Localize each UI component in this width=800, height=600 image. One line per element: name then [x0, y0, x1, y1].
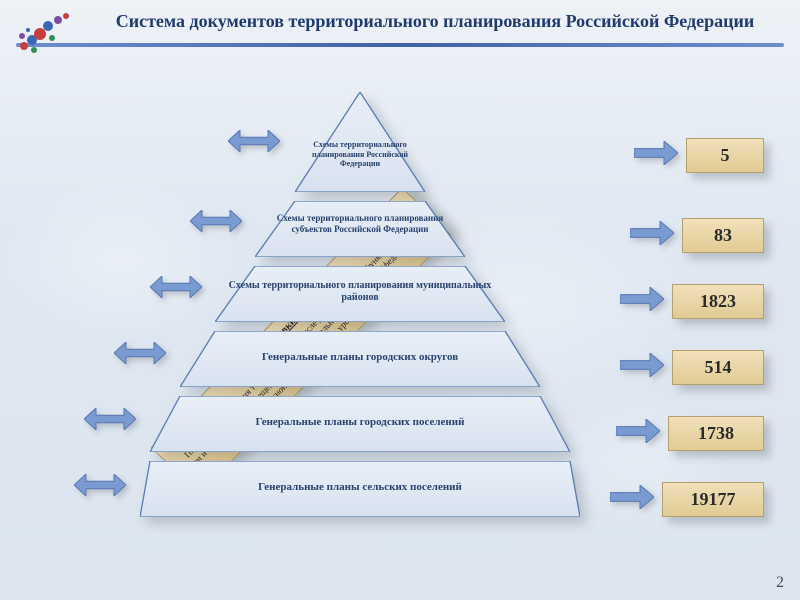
- count-box: 83: [682, 218, 764, 253]
- count-row-6: 19177: [610, 482, 764, 517]
- pyramid-tier-2: Схемы территориального планирования субъ…: [255, 201, 465, 257]
- arrow-right-icon: [616, 419, 660, 448]
- diagram-stage: Цель подготовки документов Планирование …: [0, 82, 800, 600]
- arrow-right-icon: [620, 287, 664, 316]
- page-title: Система документов территориального план…: [90, 10, 780, 33]
- arrow-right-icon: [634, 141, 678, 170]
- count-row-2: 83: [630, 218, 764, 253]
- pyramid: Схемы территориального планирования Росс…: [140, 92, 580, 526]
- arrow-bidirectional-icon: [74, 474, 126, 501]
- count-box: 1738: [668, 416, 764, 451]
- pyramid-tier-6: Генеральные планы сельских поселений: [140, 461, 580, 517]
- pyramid-tier-5: Генеральные планы городских поселений: [150, 396, 570, 452]
- arrow-right-icon: [630, 221, 674, 250]
- count-box: 19177: [662, 482, 764, 517]
- count-row-1: 5: [634, 138, 764, 173]
- count-row-5: 1738: [616, 416, 764, 451]
- page-number: 2: [776, 574, 784, 592]
- header: Система документов территориального план…: [0, 0, 800, 39]
- pyramid-tier-1: Схемы территориального планирования Росс…: [295, 92, 425, 192]
- count-row-4: 514: [620, 350, 764, 385]
- count-box: 514: [672, 350, 764, 385]
- pyramid-tier-3: Схемы территориального планирования муни…: [215, 266, 505, 322]
- arrow-right-icon: [620, 353, 664, 382]
- arrow-bidirectional-icon: [84, 408, 136, 435]
- count-box: 1823: [672, 284, 764, 319]
- count-box: 5: [686, 138, 764, 173]
- arrow-right-icon: [610, 485, 654, 514]
- title-divider: [16, 43, 784, 47]
- logo-icon: [14, 8, 80, 58]
- count-row-3: 1823: [620, 284, 764, 319]
- pyramid-tier-4: Генеральные планы городских округов: [180, 331, 540, 387]
